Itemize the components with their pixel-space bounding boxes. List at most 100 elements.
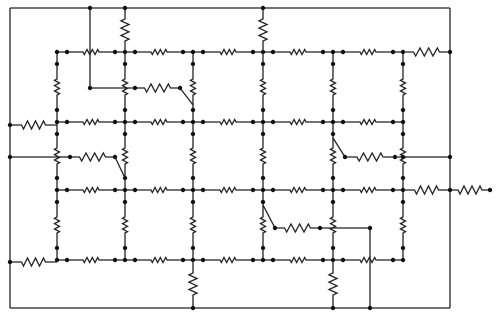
node (181, 258, 185, 262)
node (55, 62, 59, 66)
node (55, 176, 59, 180)
node (401, 132, 405, 136)
node (55, 50, 59, 54)
node (251, 188, 255, 192)
node (123, 108, 127, 112)
node (191, 306, 195, 310)
node (271, 258, 275, 262)
node (391, 258, 395, 262)
node (123, 200, 127, 204)
node (123, 246, 127, 250)
node (401, 176, 405, 180)
node (261, 188, 265, 192)
node (201, 258, 205, 262)
node (191, 246, 195, 250)
node (401, 155, 405, 159)
node (8, 260, 12, 264)
node (401, 200, 405, 204)
node (191, 200, 195, 204)
node (401, 258, 405, 262)
node (261, 246, 265, 250)
node (123, 62, 127, 66)
node (261, 132, 265, 136)
node (321, 120, 325, 124)
node (113, 258, 117, 262)
node (65, 188, 69, 192)
node (178, 86, 182, 90)
node (271, 188, 275, 192)
node (331, 188, 335, 192)
node (133, 50, 137, 54)
node (55, 108, 59, 112)
node (201, 50, 205, 54)
node (191, 188, 195, 192)
node (181, 120, 185, 124)
node (68, 155, 72, 159)
node (55, 200, 59, 204)
node (181, 188, 185, 192)
node (65, 50, 69, 54)
node (251, 258, 255, 262)
node (113, 188, 117, 192)
node (191, 176, 195, 180)
node (261, 108, 265, 112)
node (341, 258, 345, 262)
node (123, 120, 127, 124)
node (261, 200, 265, 204)
node (341, 188, 345, 192)
node (55, 246, 59, 250)
node (488, 188, 492, 192)
node (391, 188, 395, 192)
node (401, 62, 405, 66)
node (331, 306, 335, 310)
node (55, 120, 59, 124)
node (393, 155, 397, 159)
node (341, 120, 345, 124)
node (191, 62, 195, 66)
node (65, 120, 69, 124)
node (113, 50, 117, 54)
node (331, 246, 335, 250)
node (88, 86, 92, 90)
node (55, 188, 59, 192)
node (133, 188, 137, 192)
node (123, 258, 127, 262)
node (133, 258, 137, 262)
node (261, 258, 265, 262)
node (8, 123, 12, 127)
node (271, 50, 275, 54)
node (331, 50, 335, 54)
node (113, 155, 117, 159)
node (331, 200, 335, 204)
node (448, 155, 452, 159)
node (113, 120, 117, 124)
node (123, 6, 127, 10)
node (448, 188, 452, 192)
node (321, 188, 325, 192)
node (368, 306, 372, 310)
node (261, 176, 265, 180)
node (391, 120, 395, 124)
node (271, 120, 275, 124)
node (191, 50, 195, 54)
node (191, 120, 195, 124)
node (261, 62, 265, 66)
node (201, 188, 205, 192)
node (88, 6, 92, 10)
node (123, 188, 127, 192)
node (273, 226, 277, 230)
node (251, 50, 255, 54)
node (318, 226, 322, 230)
node (251, 120, 255, 124)
node (448, 50, 452, 54)
node (331, 108, 335, 112)
node (331, 176, 335, 180)
node (391, 50, 395, 54)
node (341, 50, 345, 54)
node (123, 132, 127, 136)
node (261, 6, 265, 10)
node (331, 120, 335, 124)
node (133, 86, 137, 90)
node (331, 132, 335, 136)
node (343, 155, 347, 159)
